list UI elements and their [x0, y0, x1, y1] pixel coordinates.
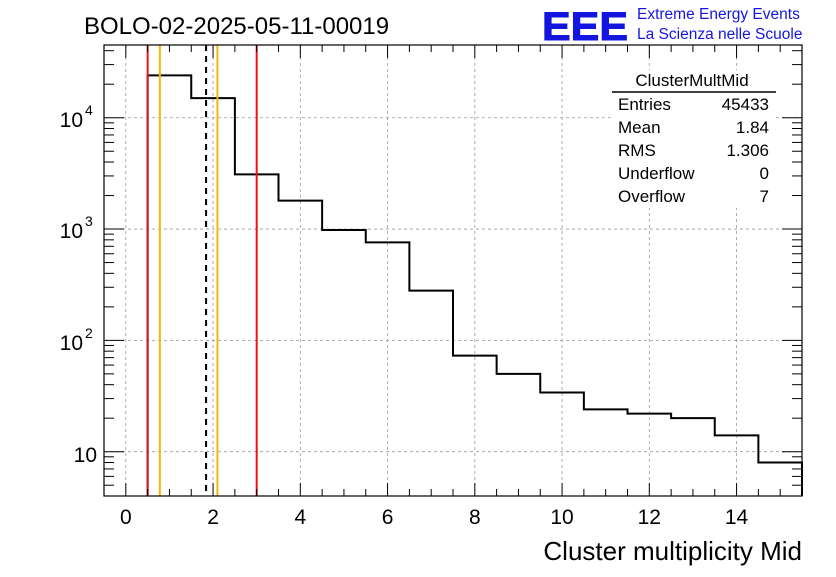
brand-line-2: La Scienza nelle Scuole: [637, 26, 802, 43]
x-tick-label: 14: [725, 506, 749, 529]
x-tick-label: 6: [382, 506, 394, 529]
y-tick-label-1000: 10 3: [60, 213, 93, 243]
brand-line-1: Extreme Energy Events: [637, 6, 800, 23]
stats-row-label: Mean: [618, 118, 661, 137]
stats-rows: Entries 45433 Mean 1.84 RMS 1.306 Underflow 0 Ov…: [618, 95, 769, 206]
stats-row-label: Underflow: [618, 164, 695, 183]
stats-box: ClusterMultMid Entries 45433 Mean 1.84 RMS 1.…: [612, 70, 776, 208]
stats-row-label: Entries: [618, 95, 671, 114]
x-axis-title: Cluster multiplicity Mid: [543, 536, 802, 566]
run-title: BOLO-02-2025-05-11-00019: [84, 13, 389, 40]
histogram-outline: [146, 74, 803, 496]
eee-logo: EEE: [542, 5, 628, 49]
stats-row-value: 7: [760, 187, 769, 206]
x-tick-label: 8: [469, 506, 481, 529]
y-tick-label-100: 10 2: [60, 325, 93, 355]
stats-row-value: 1.84: [736, 118, 769, 137]
marker-lines: [146, 45, 258, 496]
y-tick-label-10000-base: 10: [60, 109, 83, 132]
stats-row-value: 45433: [722, 95, 769, 114]
stats-row-label: Overflow: [618, 187, 686, 206]
x-tick-label: 2: [207, 506, 219, 529]
x-tick-label: 0: [120, 506, 132, 529]
x-tick-label: 4: [294, 506, 306, 529]
stats-row-value: 1.306: [726, 141, 769, 160]
y-tick-label-1000-base: 10: [60, 220, 83, 243]
y-tick-label-1000-exp: 3: [85, 213, 93, 229]
y-tick-label-100-exp: 2: [85, 325, 93, 341]
axis-ticks: [103, 45, 803, 497]
x-tick-labels: 0 2 4 6 8 10 12 14: [120, 506, 749, 529]
x-tick-label: 12: [638, 506, 661, 529]
y-tick-label-10: 10: [74, 444, 97, 467]
stats-title: ClusterMultMid: [635, 71, 748, 90]
y-tick-label-100-base: 10: [60, 332, 83, 355]
stats-row-label: RMS: [618, 141, 656, 160]
stats-row-value: 0: [760, 164, 769, 183]
y-tick-label-10000-exp: 4: [85, 102, 93, 118]
x-tick-label: 10: [550, 506, 573, 529]
stats-box-background: [612, 70, 776, 208]
y-tick-label-10000: 10 4: [60, 102, 93, 132]
histogram: [146, 74, 803, 496]
